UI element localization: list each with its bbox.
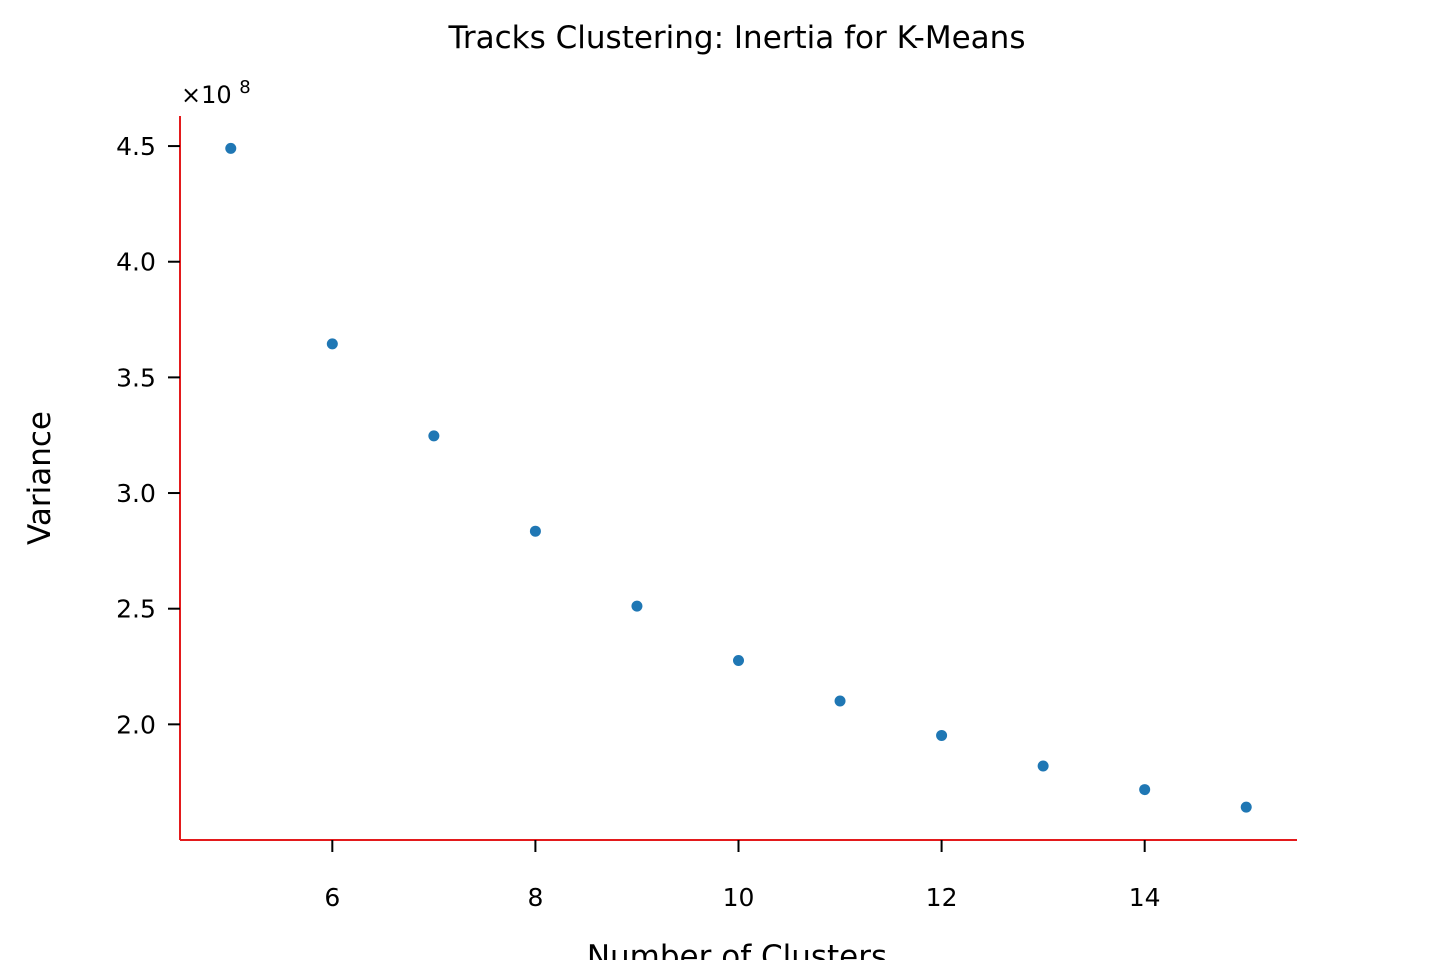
svg-text:×10 8: ×10 8: [181, 77, 251, 109]
scatter-points: [225, 142, 1252, 813]
x-tick-label: 14: [1129, 883, 1161, 912]
scatter-point: [733, 655, 744, 667]
y-axis-ticks: 2.0 2.5 3.0 3.5 4.0 4.5: [116, 132, 180, 739]
x-axis-label: Number of Clusters: [587, 939, 887, 960]
axes: [179, 116, 1297, 841]
x-tick-label: 8: [527, 883, 543, 912]
chart-title: Tracks Clustering: Inertia for K-Means: [448, 20, 1026, 56]
x-tick-label: 12: [926, 883, 958, 912]
scatter-point: [225, 142, 237, 154]
scatter-point: [326, 338, 338, 350]
scatter-point: [428, 430, 440, 442]
scatter-point: [1240, 801, 1252, 813]
y-axis-label: Variance: [22, 411, 58, 545]
y-tick-label: 3.5: [116, 363, 156, 392]
y-tick-label: 2.5: [116, 595, 156, 624]
y-tick-label: 4.0: [116, 248, 156, 277]
scatter-point: [529, 525, 541, 537]
y-offset-base: ×10: [181, 81, 232, 109]
y-offset-label: ×10 8: [181, 77, 251, 109]
x-tick-label: 10: [723, 883, 755, 912]
scatter-point: [631, 600, 643, 612]
scatter-point: [834, 695, 846, 707]
scatter-point: [1139, 784, 1151, 796]
scatter-point: [1037, 760, 1049, 772]
y-offset-exponent: 8: [239, 77, 250, 98]
y-tick-label: 3.0: [116, 479, 156, 508]
scatter-point: [936, 729, 948, 741]
y-tick-label: 2.0: [116, 710, 156, 739]
x-tick-label: 6: [324, 883, 340, 912]
y-tick-label: 4.5: [116, 132, 156, 161]
x-axis-ticks: 6 8 10 12 14: [324, 840, 1161, 912]
